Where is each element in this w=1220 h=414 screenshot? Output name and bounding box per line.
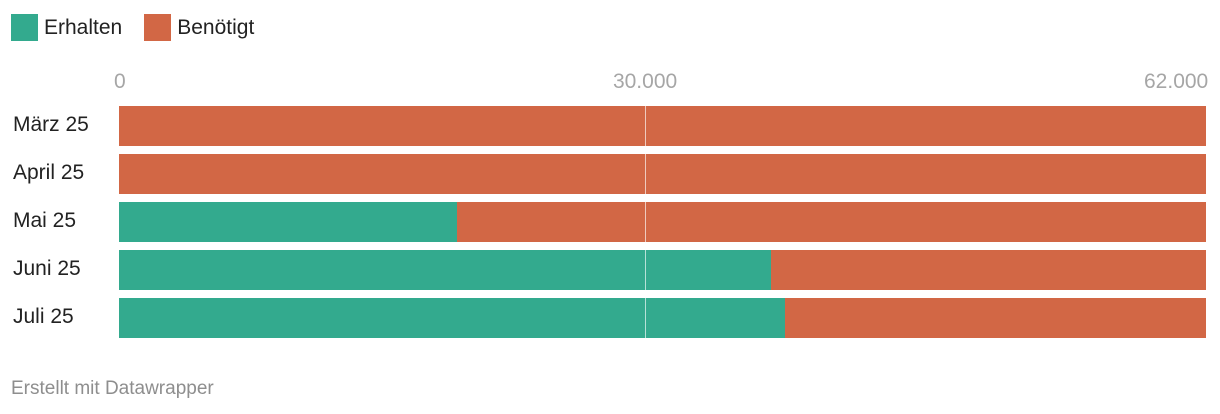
category-label: Juni 25 — [13, 257, 81, 280]
gridline — [645, 98, 646, 340]
bar-bentigt — [457, 202, 1206, 242]
category-label: März 25 — [13, 113, 89, 136]
legend-label-benoetigt: Benötigt — [177, 15, 255, 39]
bar-bentigt — [771, 250, 1206, 290]
legend-item-erhalten: Erhalten — [11, 14, 122, 41]
x-tick-label: 0 — [114, 70, 126, 93]
bar-erhalten — [119, 298, 786, 338]
credit-footer: Erstellt mit Datawrapper — [11, 378, 214, 399]
category-label: Mai 25 — [13, 209, 77, 232]
category-label: April 25 — [13, 161, 85, 184]
legend-swatch-erhalten — [11, 14, 38, 41]
category-label: Juli 25 — [13, 305, 74, 328]
x-tick-label: 30.000 — [612, 70, 678, 93]
legend-label-erhalten: Erhalten — [44, 15, 123, 39]
bar-erhalten — [119, 250, 772, 290]
bar-bentigt — [119, 106, 1206, 146]
legend-swatch-benoetigt — [144, 14, 172, 41]
bar-erhalten — [119, 202, 458, 242]
bar-bentigt — [785, 298, 1206, 338]
legend: Erhalten Benötigt — [11, 14, 276, 41]
x-tick-label: 62.000 — [1144, 70, 1209, 93]
bar-bentigt — [119, 154, 1206, 194]
legend-item-benoetigt: Benötigt — [144, 14, 254, 41]
